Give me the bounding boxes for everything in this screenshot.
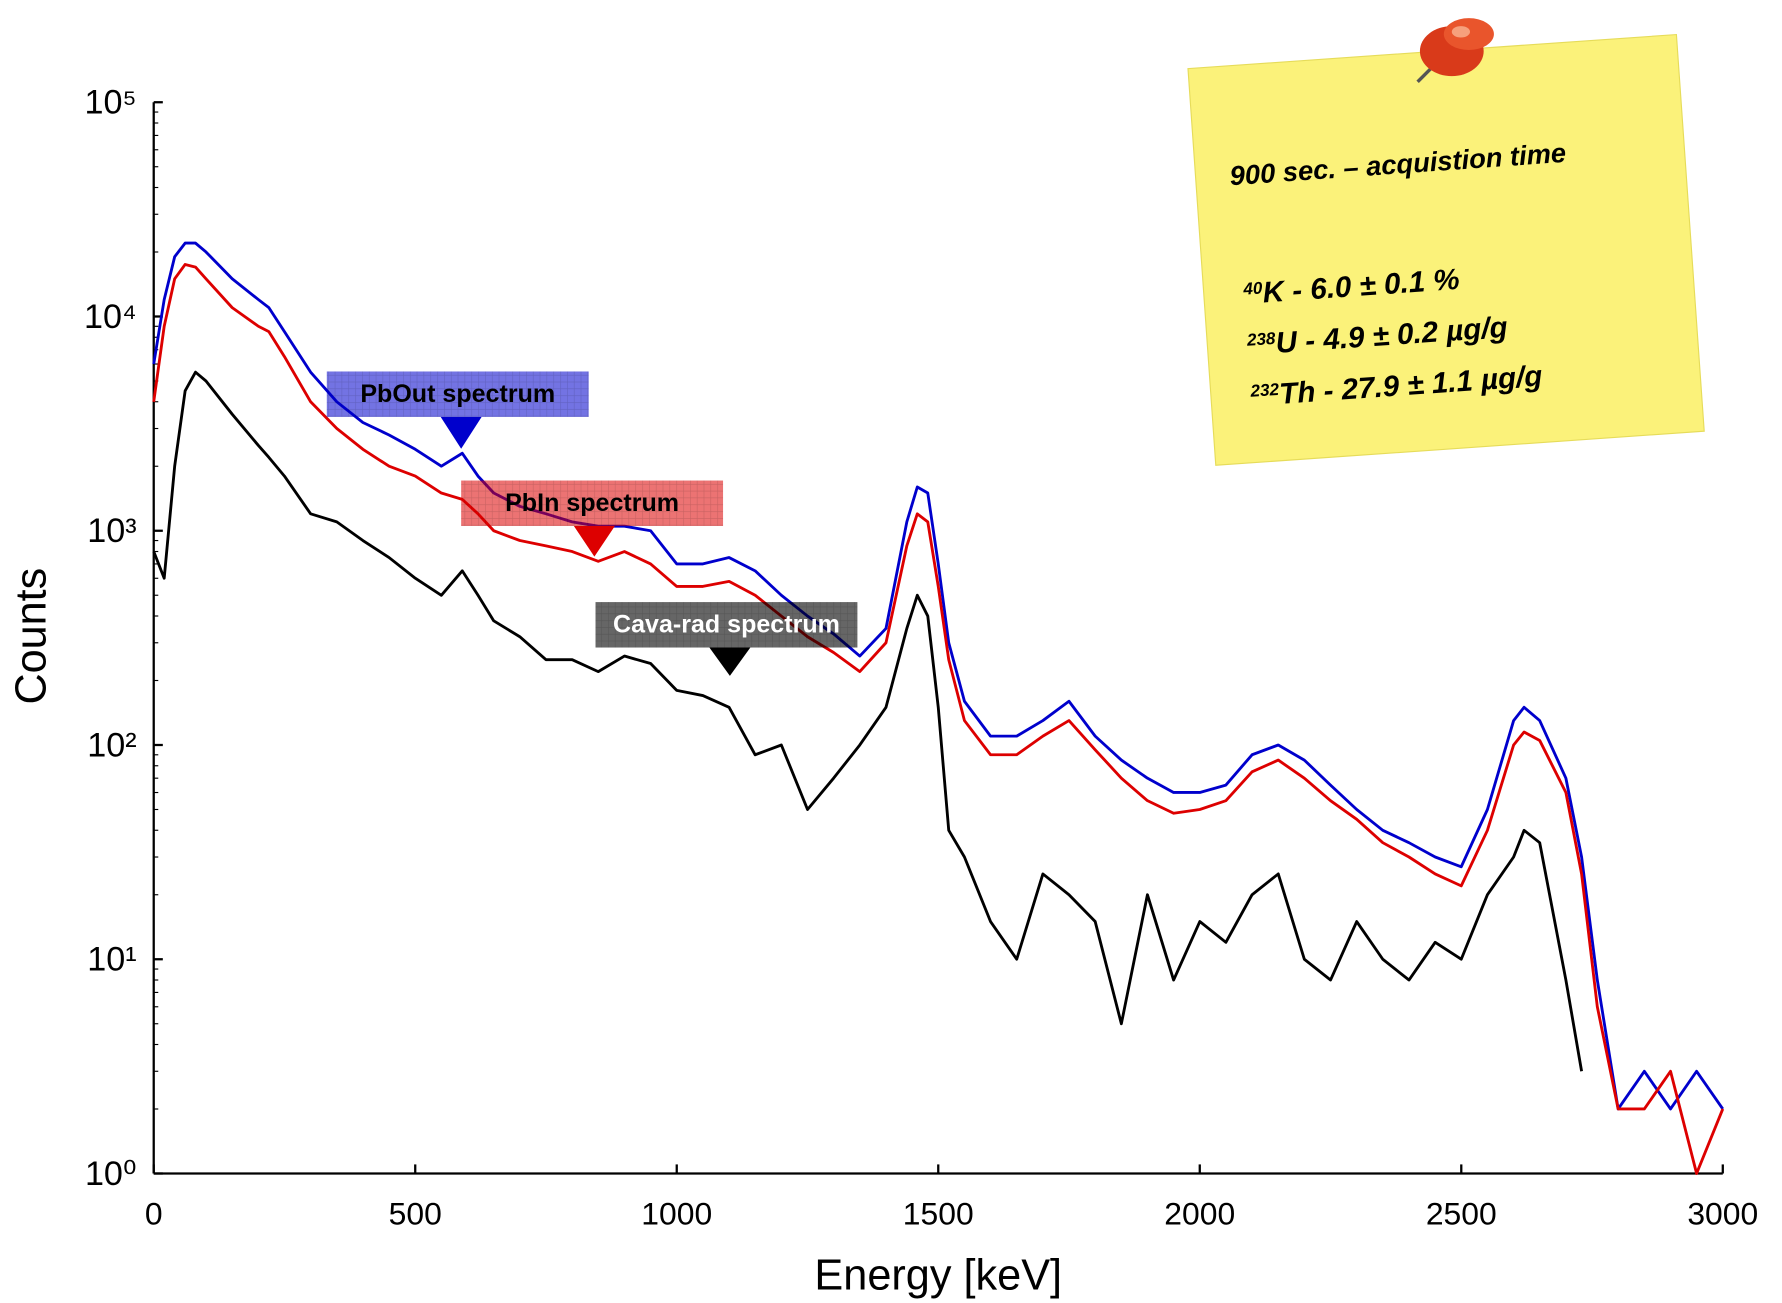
legend-label: Cava-rad spectrum: [613, 611, 840, 639]
pin: [1416, 18, 1494, 83]
y-axis-title: Counts: [8, 568, 56, 705]
y-tick-label: 10³: [87, 512, 136, 550]
y-tick-label: 10⁰: [85, 1155, 137, 1193]
y-tick-label: 10¹: [87, 941, 136, 979]
legend-label: PbIn spectrum: [505, 489, 679, 517]
y-tick-label: 10²: [87, 726, 136, 764]
x-axis-title: Energy [keV]: [814, 1251, 1062, 1299]
x-tick-label: 3000: [1687, 1196, 1758, 1232]
x-tick-label: 2500: [1426, 1196, 1497, 1232]
legend-box-pattern: [326, 371, 589, 417]
legend-item: PbIn spectrum: [461, 480, 724, 557]
x-tick-label: 500: [389, 1196, 442, 1232]
x-tick-label: 1000: [641, 1196, 712, 1232]
y-tick-label: 10⁵: [84, 84, 136, 122]
x-tick-label: 0: [145, 1196, 163, 1232]
legend-box-pattern: [595, 602, 858, 648]
series-line: [152, 370, 1583, 1072]
legend-arrow: [573, 525, 615, 557]
series-line: [152, 263, 1725, 1175]
legend-label: PbOut spectrum: [360, 380, 555, 408]
y-tick-label: 10⁴: [84, 298, 137, 336]
legend-arrow: [440, 416, 482, 449]
x-tick-label: 2000: [1164, 1196, 1235, 1232]
legend-item: Cava-rad spectrum: [595, 602, 858, 676]
note-paper: [1187, 33, 1705, 466]
legend-box-pattern: [461, 480, 724, 526]
legend-item: PbOut spectrum: [326, 371, 589, 449]
x-tick-label: 1500: [903, 1196, 974, 1232]
note-mass: 232: [1249, 380, 1280, 401]
sticky-note: 900 sec. – acquistion time 40K - 6.0 ± 0…: [1187, 33, 1705, 466]
note-mass: 238: [1245, 329, 1276, 350]
legend-arrow: [709, 647, 751, 676]
note-mass: 40: [1242, 278, 1264, 298]
